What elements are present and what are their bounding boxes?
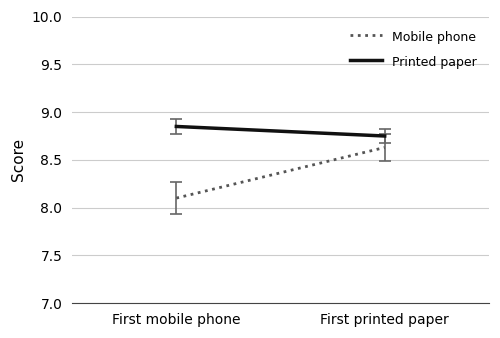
- Legend: Mobile phone, Printed paper: Mobile phone, Printed paper: [344, 23, 482, 76]
- Y-axis label: Score: Score: [11, 138, 26, 182]
